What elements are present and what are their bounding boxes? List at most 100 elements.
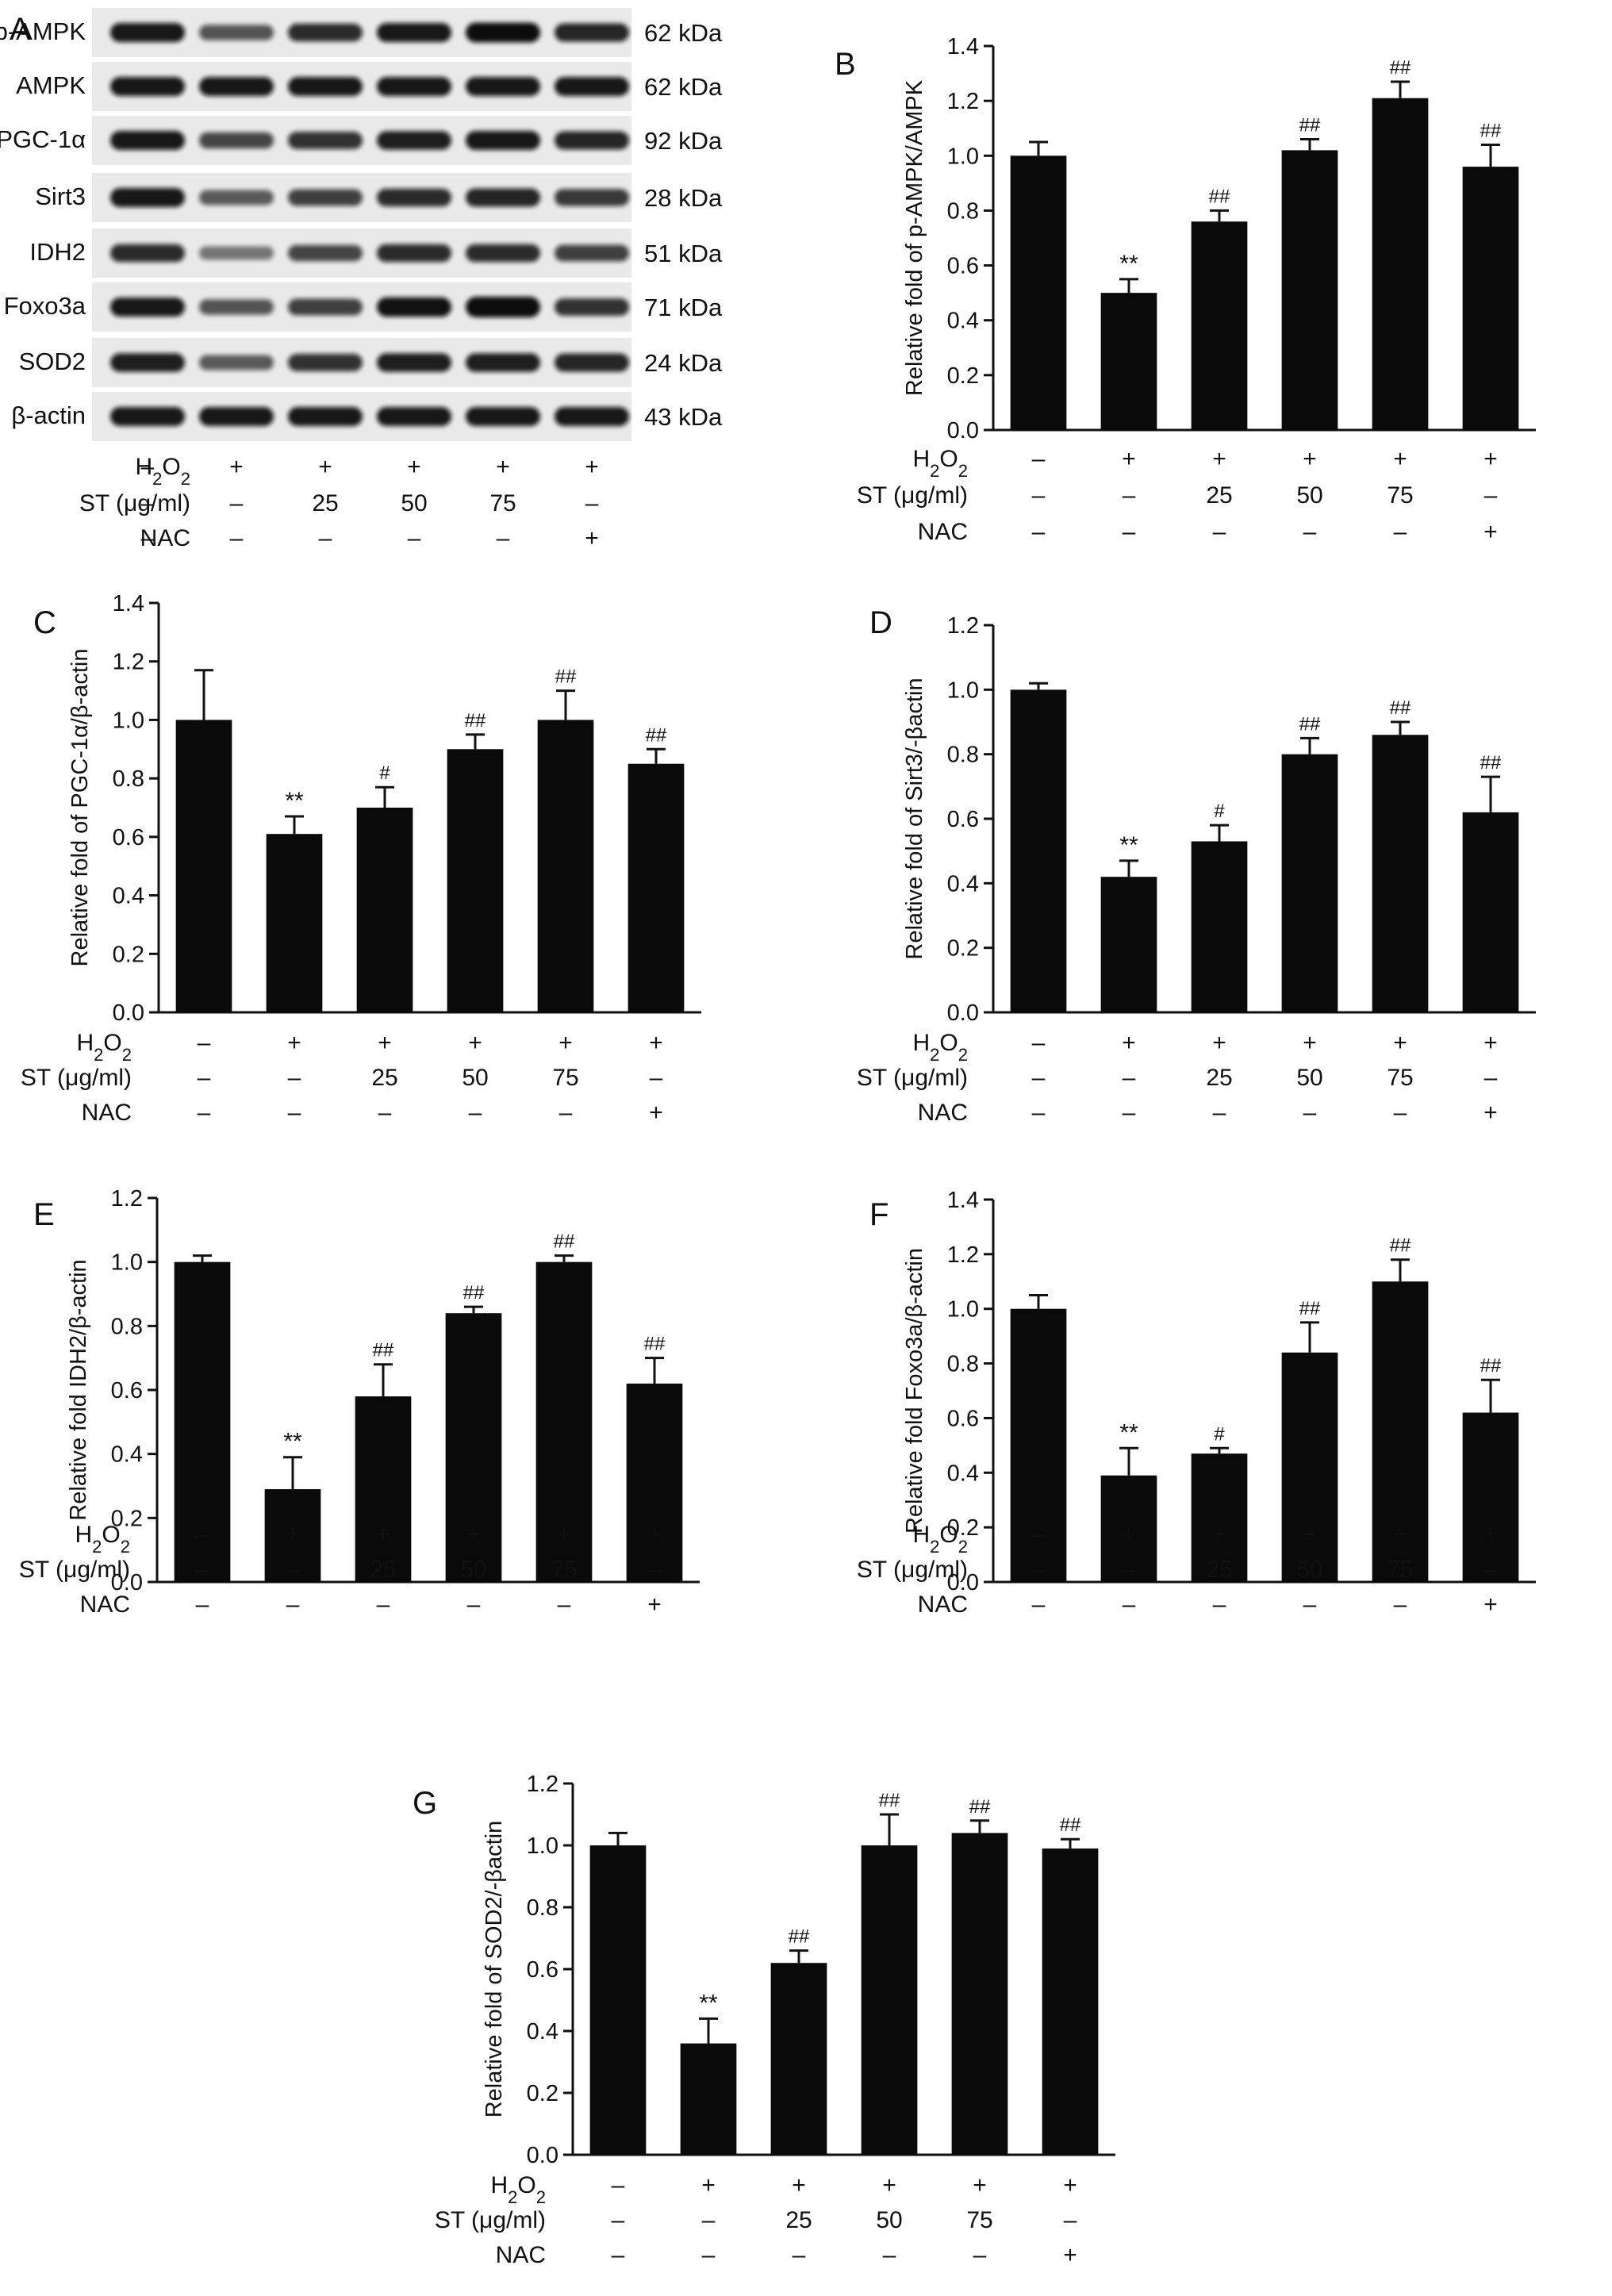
treatment-value: + <box>1483 446 1498 472</box>
treatment-value: + <box>1483 519 1498 545</box>
blot-band <box>110 298 185 317</box>
blot-band <box>377 188 451 207</box>
blot-size-label: 28 kDa <box>644 184 723 212</box>
bar <box>1010 1308 1067 1582</box>
blot-band <box>110 131 185 150</box>
treatment-value: 25 <box>371 1065 397 1091</box>
treatment-value: + <box>585 454 599 480</box>
treatment-value: + <box>1483 1030 1498 1056</box>
significance-label: ## <box>1480 752 1502 774</box>
bar <box>1042 1848 1099 2155</box>
treatment-value: – <box>1032 1100 1046 1126</box>
treatment-value: – <box>286 1591 300 1618</box>
chart-panel-b: B 0.0 0.2 0.4 0.6 0.8 1.0 1.2 1.4 Relative fold o… <box>835 34 1536 545</box>
treatment-row-label: H2O2 <box>135 454 190 489</box>
treatment-value: – <box>319 525 332 551</box>
significance-label: ** <box>285 788 304 814</box>
significance-label: ## <box>646 724 667 746</box>
treatment-value: 25 <box>370 1557 396 1583</box>
treatment-row-label: ST (μg/ml) <box>857 1065 968 1091</box>
blot-band <box>377 297 451 317</box>
blot-size-label: 51 kDa <box>644 240 723 267</box>
treatment-value: – <box>1484 1065 1498 1091</box>
treatment-row-label: ST (μg/ml) <box>79 490 190 516</box>
y-tick-label: 1.2 <box>527 1772 558 1797</box>
panel-letter: F <box>869 1197 889 1232</box>
blot-band <box>377 353 451 372</box>
bar <box>628 763 685 1012</box>
y-axis-label: Relative fold Foxo3a/β-actin <box>902 1248 927 1534</box>
western-blot-panel: Ap-AMPK 62 kDa AMPK 62 kDa PGC-1α 92 kDa Sirt3… <box>0 8 723 551</box>
treatment-value: 25 <box>312 490 338 516</box>
treatment-value: – <box>377 1591 390 1618</box>
treatment-value: – <box>196 1557 209 1583</box>
treatment-value: + <box>647 1591 662 1618</box>
blot-band <box>199 190 274 205</box>
y-tick-label: 1.4 <box>947 1188 979 1213</box>
blot-band <box>377 77 451 96</box>
y-tick-label: 0.4 <box>947 1461 979 1486</box>
blot-band <box>288 407 363 426</box>
significance-label: ## <box>1209 186 1230 207</box>
y-axis-label: Relative fold IDH2/β-actin <box>66 1259 91 1520</box>
y-tick-label: 0.2 <box>111 1506 143 1531</box>
treatment-value: + <box>1303 446 1317 472</box>
y-tick-label: 0.6 <box>947 1406 979 1431</box>
treatment-value: + <box>229 454 244 480</box>
y-tick-label: 1.0 <box>947 144 979 169</box>
y-tick-label: 0.2 <box>947 1515 979 1541</box>
bar <box>1191 221 1248 430</box>
treatment-value: 75 <box>489 490 516 516</box>
treatment-value: 25 <box>1206 1557 1232 1583</box>
y-tick-label: 0.4 <box>947 871 979 897</box>
y-tick-label: 1.0 <box>113 708 144 733</box>
significance-label: # <box>1214 1423 1225 1445</box>
blot-band <box>555 77 629 96</box>
y-tick-label: 0.8 <box>947 743 979 768</box>
bar <box>445 1313 502 1582</box>
treatment-value: + <box>1122 1522 1136 1548</box>
treatment-value: + <box>1063 2172 1077 2198</box>
treatment-value: 75 <box>551 1557 577 1583</box>
y-tick-label: 0.0 <box>947 1000 979 1026</box>
treatment-value: – <box>198 1030 211 1056</box>
treatment-value: – <box>141 490 155 516</box>
bar <box>1191 841 1248 1012</box>
significance-label: ## <box>789 1926 810 1948</box>
treatment-value: + <box>1122 1030 1136 1056</box>
y-axis-label: Relative fold of p-AMPK/AMPK <box>902 79 927 396</box>
bar <box>1281 754 1338 1012</box>
blot-band <box>110 244 185 263</box>
treatment-row-label: ST (μg/ml) <box>857 1557 968 1583</box>
treatment-value: + <box>1483 1522 1498 1548</box>
treatment-value: – <box>1484 1557 1498 1583</box>
significance-label: ## <box>463 1282 485 1303</box>
y-tick-label: 0.8 <box>947 1352 979 1377</box>
treatment-value: – <box>196 1522 209 1548</box>
y-tick-label: 0.2 <box>947 363 979 389</box>
blot-size-label: 43 kDa <box>644 403 723 431</box>
bar <box>861 1845 918 2155</box>
blot-band <box>466 353 540 372</box>
treatment-value: – <box>1123 482 1136 509</box>
treatment-value: + <box>558 1030 573 1056</box>
bar <box>1281 150 1338 430</box>
bar <box>680 2043 737 2155</box>
treatment-value: + <box>882 2172 896 2198</box>
bar <box>537 720 594 1012</box>
blot-band <box>377 244 451 263</box>
treatment-row-label: NAC <box>918 1100 968 1126</box>
significance-label: ## <box>1390 1235 1411 1257</box>
treatment-value: + <box>1393 446 1407 472</box>
significance-label: ## <box>373 1340 394 1361</box>
blot-band <box>199 355 274 371</box>
blot-band <box>199 246 274 260</box>
blot-strip-p-AMPK <box>92 8 631 57</box>
significance-label: # <box>379 762 390 784</box>
treatment-row-label: H2O2 <box>75 1522 130 1557</box>
treatment-value: – <box>288 1065 301 1091</box>
panel-letter-a: A <box>10 12 31 47</box>
significance-label: ## <box>555 666 577 688</box>
blot-strip-Foxo3a <box>92 282 631 332</box>
treatment-value: + <box>1483 1100 1498 1126</box>
